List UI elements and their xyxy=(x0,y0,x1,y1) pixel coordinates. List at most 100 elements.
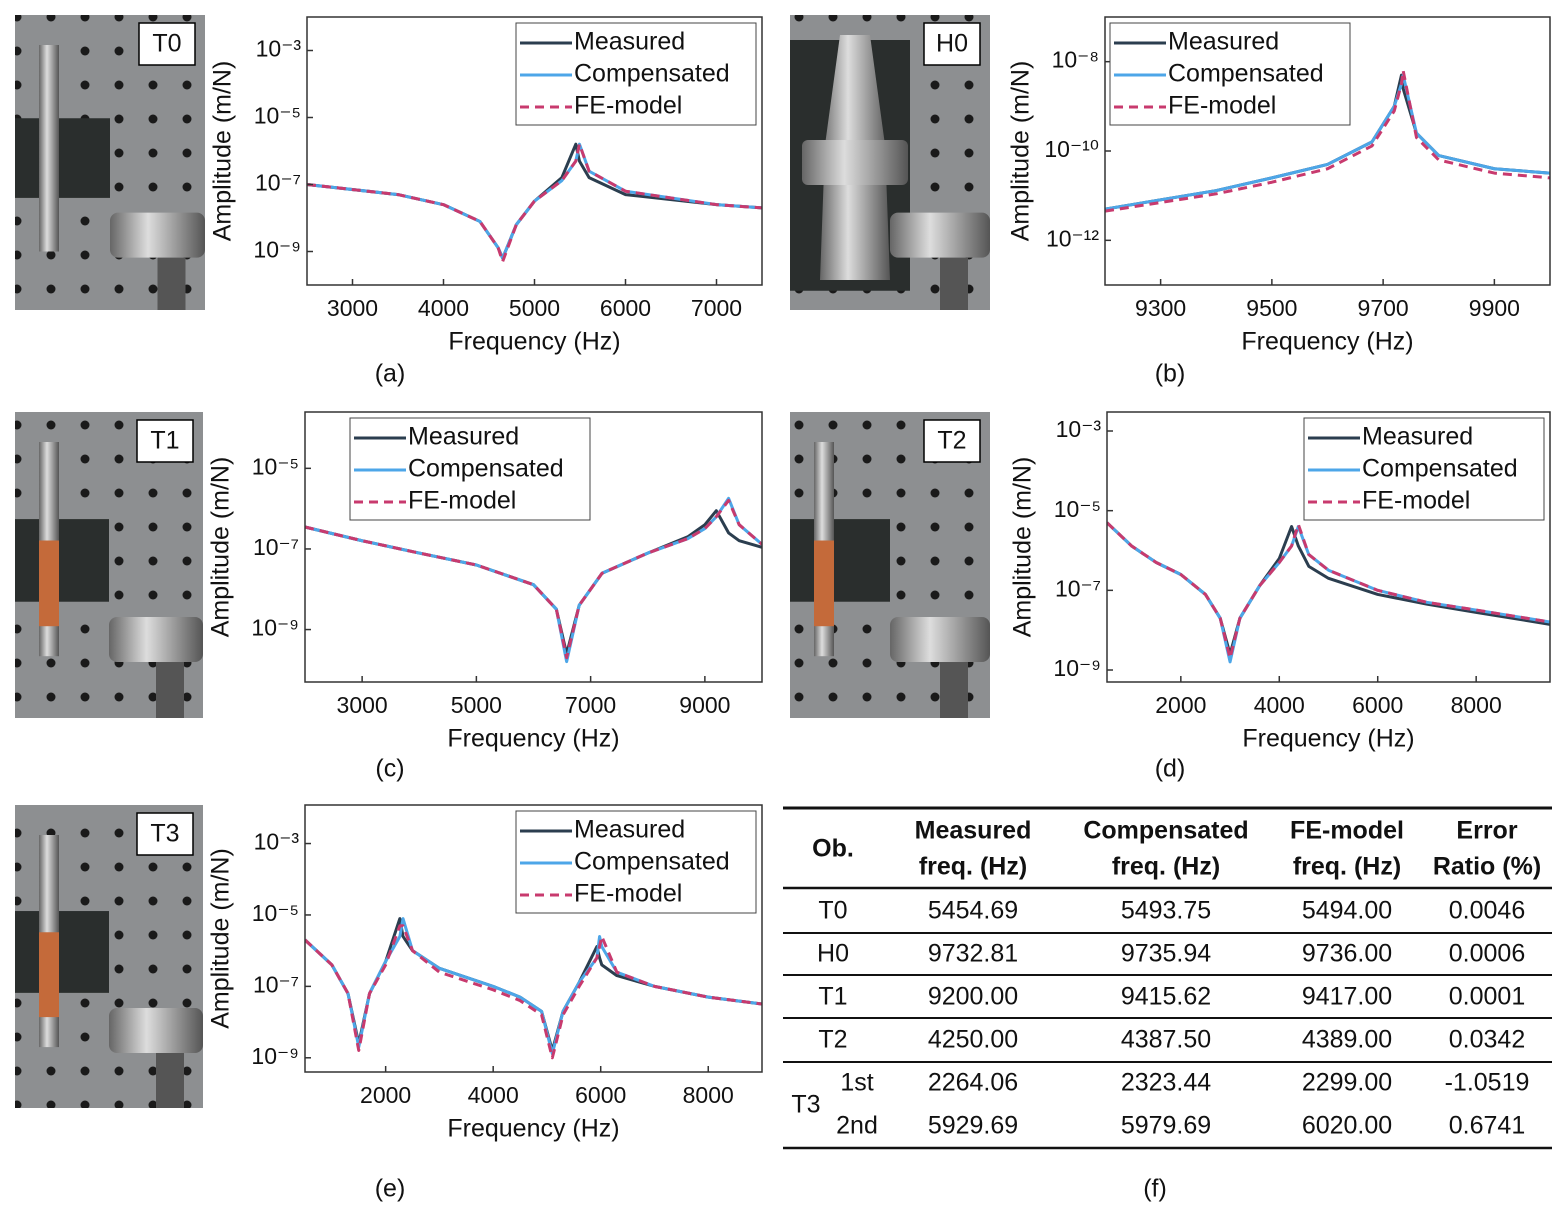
table-header: freq. (Hz) xyxy=(919,853,1027,881)
photo-flutes xyxy=(39,932,59,1018)
panel-caption: (b) xyxy=(1155,360,1186,388)
y-tick-label: 10⁻⁷ xyxy=(255,170,301,196)
table-cell: 9732.81 xyxy=(928,940,1018,968)
x-tick-label: 6000 xyxy=(575,1082,626,1108)
photo-flutes xyxy=(39,540,59,627)
x-tick-label: 9700 xyxy=(1358,295,1409,321)
table-group-label: T3 xyxy=(791,1091,820,1119)
table-header: freq. (Hz) xyxy=(1293,853,1401,881)
legend-label: FE-model xyxy=(1168,92,1276,120)
y-tick-label: 10⁻³ xyxy=(1056,416,1102,442)
photo-label-box xyxy=(136,419,194,463)
x-axis-label: Frequency (Hz) xyxy=(1241,328,1413,356)
y-tick-label: 10⁻⁷ xyxy=(253,534,299,560)
series-line xyxy=(1105,69,1550,213)
y-tick-label: 10⁻⁵ xyxy=(252,453,299,479)
x-tick-label: 4000 xyxy=(1254,692,1305,718)
table-cell: 9417.00 xyxy=(1302,983,1392,1011)
x-tick-label: 4000 xyxy=(418,295,469,321)
y-tick-label: 10⁻⁹ xyxy=(253,237,301,263)
table-cell: H0 xyxy=(817,940,849,968)
photo-label-box xyxy=(136,812,194,856)
y-axis-label: Amplitude (m/N) xyxy=(209,61,237,242)
photo-label-box xyxy=(923,22,981,66)
table-cell: 2323.44 xyxy=(1121,1069,1211,1097)
table-cell: 5454.69 xyxy=(928,897,1018,925)
legend-label: FE-model xyxy=(574,92,682,120)
legend-label: Compensated xyxy=(1362,455,1518,483)
photo-hammer-stand xyxy=(940,662,968,718)
x-axis-label: Frequency (Hz) xyxy=(1242,725,1414,753)
photo-hammer xyxy=(109,1008,203,1054)
series-line xyxy=(307,142,762,264)
y-tick-label: 10⁻⁹ xyxy=(1053,655,1101,681)
table-cell: 4387.50 xyxy=(1121,1026,1211,1054)
table-cell: 2nd xyxy=(836,1112,878,1140)
table-cell: -1.0519 xyxy=(1445,1069,1530,1097)
table-cell: 9415.62 xyxy=(1121,983,1211,1011)
table-header: FE-model xyxy=(1290,817,1404,845)
x-tick-label: 2000 xyxy=(1155,692,1206,718)
x-tick-label: 4000 xyxy=(468,1082,519,1108)
panel-caption: (e) xyxy=(375,1175,406,1203)
photo-hammer xyxy=(890,212,990,258)
y-axis-label: Amplitude (m/N) xyxy=(207,848,235,1029)
y-tick-label: 10⁻⁷ xyxy=(253,971,299,997)
y-tick-label: 10⁻⁸ xyxy=(1052,47,1099,73)
table-cell: T0 xyxy=(818,897,847,925)
photo-hammer-stand xyxy=(940,257,968,310)
photo-label: H0 xyxy=(936,30,968,58)
table-cell: 0.0006 xyxy=(1449,940,1525,968)
y-tick-label: 10⁻⁹ xyxy=(251,615,299,641)
x-axis-label: Frequency (Hz) xyxy=(447,1115,619,1143)
photo-label-box xyxy=(138,22,196,66)
table-cell: 6020.00 xyxy=(1302,1112,1392,1140)
legend-label: Measured xyxy=(1168,28,1279,56)
panel-caption: (f) xyxy=(1143,1175,1167,1203)
table-cell: 1st xyxy=(840,1069,873,1097)
table-cell: 9735.94 xyxy=(1121,940,1211,968)
x-tick-label: 6000 xyxy=(1352,692,1403,718)
table-header: Compensated xyxy=(1083,817,1248,845)
x-tick-label: 9500 xyxy=(1246,295,1297,321)
y-tick-label: 10⁻³ xyxy=(254,829,300,855)
legend-label: FE-model xyxy=(408,487,516,515)
y-tick-label: 10⁻¹² xyxy=(1046,225,1099,251)
legend-label: Measured xyxy=(574,816,685,844)
table-header: Measured xyxy=(915,817,1032,845)
photo-label: T3 xyxy=(150,820,179,848)
table-cell: 9200.00 xyxy=(928,983,1018,1011)
table-cell: T1 xyxy=(818,983,847,1011)
y-tick-label: 10⁻⁵ xyxy=(254,103,301,129)
legend-label: Compensated xyxy=(408,455,564,483)
photo-cloth xyxy=(15,911,109,993)
x-tick-label: 9900 xyxy=(1469,295,1520,321)
table-cell: 5979.69 xyxy=(1121,1112,1211,1140)
x-tick-label: 6000 xyxy=(600,295,651,321)
legend-label: Compensated xyxy=(574,848,730,876)
table-header: Ob. xyxy=(812,835,854,863)
legend-label: Measured xyxy=(574,28,685,56)
table-cell: 5929.69 xyxy=(928,1112,1018,1140)
photo-label-box xyxy=(923,419,981,463)
photo-hammer xyxy=(890,617,990,663)
photo-cloth xyxy=(790,519,890,602)
table-cell: 5494.00 xyxy=(1302,897,1392,925)
x-tick-label: 7000 xyxy=(691,295,742,321)
table-cell: T2 xyxy=(818,1026,847,1054)
table-cell: 2299.00 xyxy=(1302,1069,1392,1097)
panel-caption: (c) xyxy=(375,755,404,783)
y-tick-label: 10⁻⁵ xyxy=(252,900,299,926)
y-axis-label: Amplitude (m/N) xyxy=(1009,457,1037,638)
panel-caption: (a) xyxy=(375,360,406,388)
photo-tool xyxy=(39,45,59,252)
x-tick-label: 5000 xyxy=(509,295,560,321)
x-tick-label: 3000 xyxy=(337,692,388,718)
legend-label: FE-model xyxy=(574,880,682,908)
table-header: Error xyxy=(1456,817,1517,845)
photo-label: T1 xyxy=(150,427,179,455)
legend-label: Compensated xyxy=(574,60,730,88)
table-cell: 0.0342 xyxy=(1449,1026,1525,1054)
table-header: freq. (Hz) xyxy=(1112,853,1220,881)
table-cell: 0.6741 xyxy=(1449,1112,1525,1140)
